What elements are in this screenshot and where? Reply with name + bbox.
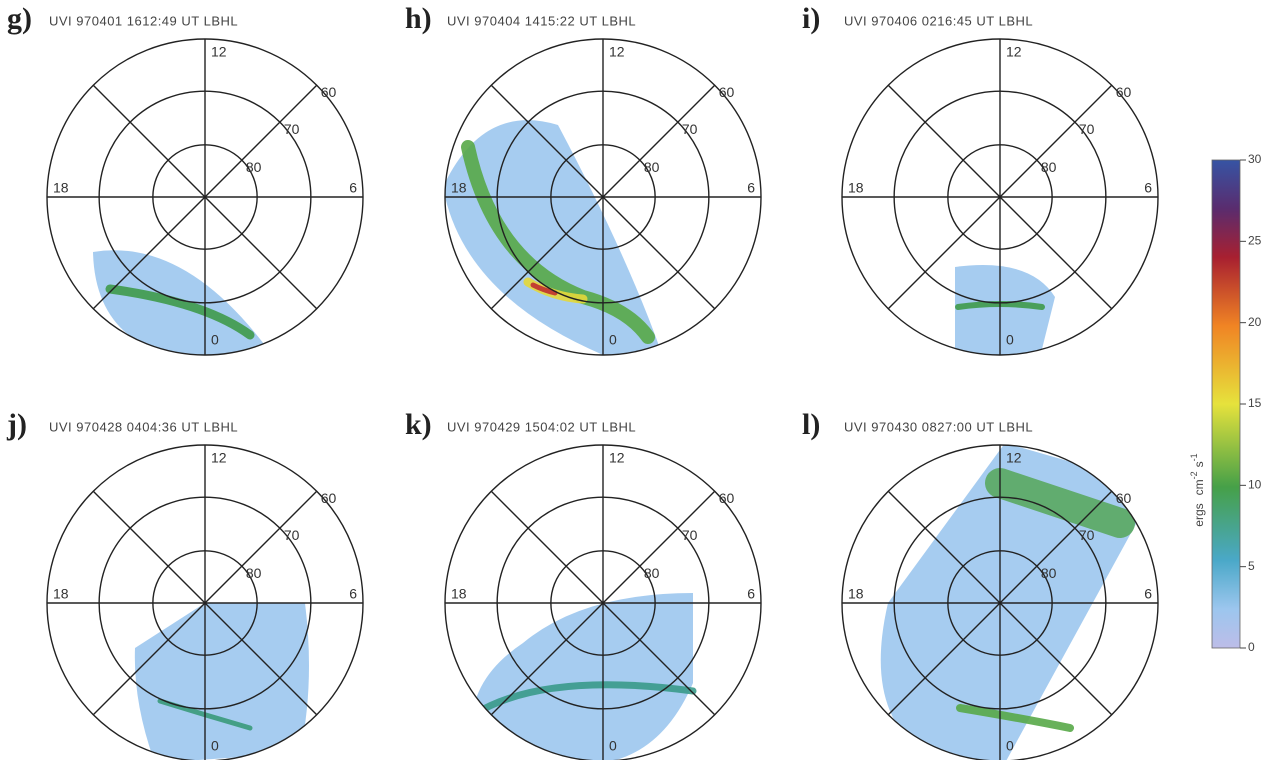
panel-title: UVI 970404 1415:22 UT LBHL (447, 13, 636, 28)
polar-panel: 12 6 18 0 60 70 80 (842, 443, 1158, 760)
colorbar-tick-label: 25 (1248, 234, 1262, 248)
colorbar-tick-label: 0 (1248, 640, 1255, 654)
latitude-label: 80 (644, 565, 660, 581)
mlt-label: 12 (1006, 450, 1022, 466)
colorbar-label: ergscm-2s-1 (1189, 453, 1206, 526)
panel-label: j) (6, 408, 27, 441)
latitude-label: 70 (284, 527, 300, 543)
colorbar-tick-label: 15 (1248, 396, 1262, 410)
polar-panel: 12 6 18 0 60 70 80 (443, 39, 761, 357)
panel-label: k) (405, 408, 432, 441)
latitude-label: 60 (321, 84, 337, 100)
latitude-label: 80 (246, 565, 262, 581)
mlt-label: 6 (349, 180, 357, 196)
polar-panel: 12 6 18 0 60 70 80 (842, 39, 1158, 357)
mlt-label: 18 (451, 586, 467, 602)
panel-label: g) (7, 2, 32, 35)
unit: cm (1192, 479, 1206, 495)
colorbar-tick-label: 30 (1248, 152, 1262, 166)
mlt-label: 12 (211, 44, 227, 60)
polar-panel: 12 6 18 0 60 70 80 (47, 39, 363, 357)
polar-panel: 12 6 18 0 60 70 80 (47, 445, 363, 760)
exponent: -2 (1189, 471, 1199, 479)
latitude-label: 60 (1116, 490, 1132, 506)
mlt-label: 18 (848, 180, 864, 196)
panel-title: UVI 970401 1612:49 UT LBHL (49, 13, 238, 28)
mlt-label: 0 (211, 738, 219, 754)
mlt-label: 0 (609, 332, 617, 348)
panel-label: i) (802, 2, 820, 35)
latitude-label: 60 (719, 84, 735, 100)
panel-title: UVI 970428 0404:36 UT LBHL (49, 419, 238, 434)
latitude-label: 60 (321, 490, 337, 506)
panel-title: UVI 970406 0216:45 UT LBHL (844, 13, 1033, 28)
latitude-label: 60 (719, 490, 735, 506)
latitude-label: 80 (1041, 565, 1057, 581)
aurora-image (93, 250, 270, 357)
mlt-label: 6 (747, 180, 755, 196)
mlt-label: 18 (53, 180, 69, 196)
colorbar-tick-label: 5 (1248, 559, 1255, 573)
latitude-label: 70 (284, 121, 300, 137)
latitude-label: 80 (246, 159, 262, 175)
latitude-label: 80 (1041, 159, 1057, 175)
mlt-label: 18 (848, 586, 864, 602)
latitude-label: 70 (1079, 121, 1095, 137)
mlt-label: 12 (609, 450, 625, 466)
mlt-label: 0 (211, 332, 219, 348)
mlt-label: 0 (1006, 332, 1014, 348)
latitude-label: 70 (682, 121, 698, 137)
mlt-label: 12 (1006, 44, 1022, 60)
polar-panel: 12 6 18 0 60 70 80 (445, 445, 761, 760)
mlt-label: 0 (1006, 738, 1014, 754)
colorbar-gradient (1212, 160, 1240, 648)
exponent: -1 (1189, 453, 1199, 461)
latitude-label: 70 (1079, 527, 1095, 543)
latitude-label: 70 (682, 527, 698, 543)
unit: ergs (1192, 503, 1206, 526)
panel-title: UVI 970429 1504:02 UT LBHL (447, 419, 636, 434)
figure: 126180607080g)UVI 970401 1612:49 UT LBHL… (0, 0, 1269, 760)
mlt-label: 18 (53, 586, 69, 602)
aurora-image (472, 593, 693, 760)
latitude-label: 80 (644, 159, 660, 175)
latitude-label: 60 (1116, 84, 1132, 100)
mlt-label: 6 (1144, 180, 1152, 196)
mlt-label: 6 (1144, 586, 1152, 602)
panel-title: UVI 970430 0827:00 UT LBHL (844, 419, 1033, 434)
panel-label: h) (405, 2, 432, 35)
mlt-label: 0 (609, 738, 617, 754)
mlt-label: 6 (747, 586, 755, 602)
aurora-image (881, 443, 1142, 760)
mlt-label: 6 (349, 586, 357, 602)
aurora-image (443, 120, 663, 357)
mlt-label: 12 (609, 44, 625, 60)
colorbar-tick-label: 20 (1248, 315, 1262, 329)
mlt-label: 18 (451, 180, 467, 196)
aurora-image (955, 265, 1055, 357)
aurora-region (472, 593, 693, 760)
mlt-label: 12 (211, 450, 227, 466)
colorbar-tick-label: 10 (1248, 478, 1262, 492)
aurora-region (955, 265, 1055, 357)
panel-label: l) (802, 408, 820, 441)
